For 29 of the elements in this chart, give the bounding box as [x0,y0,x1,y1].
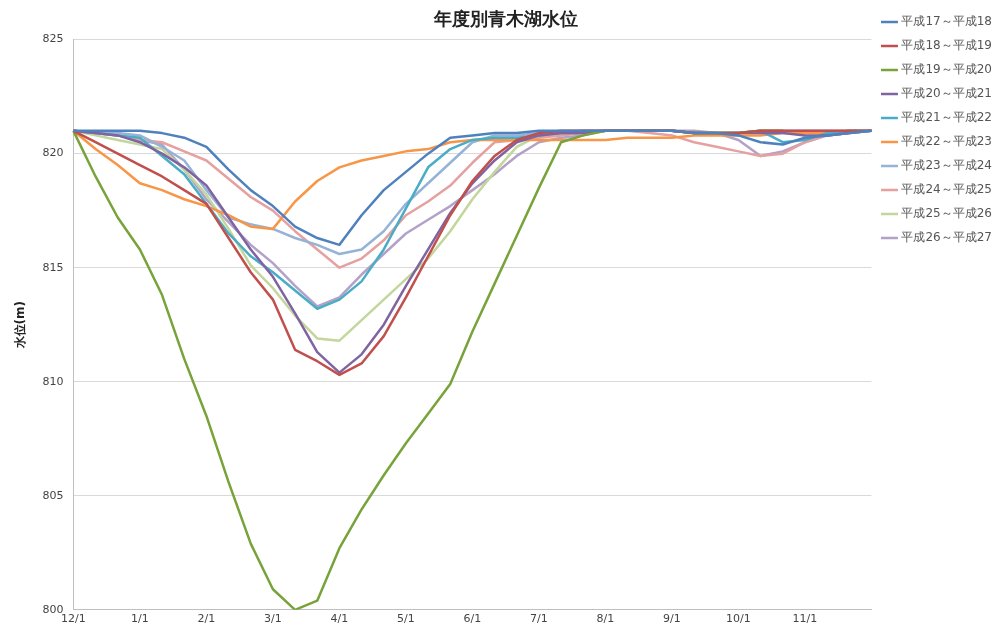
x-tick-label: 11/1 [792,612,818,626]
legend-label: 平成18～平成19 [901,38,993,53]
x-tick-label: 9/1 [663,612,681,626]
legend-label: 平成20～平成21 [901,86,993,101]
legend-label: 平成19～平成20 [901,62,993,77]
y-tick-label: 820 [42,146,64,160]
x-tick-label: 10/1 [726,612,751,626]
x-tick-label: 3/1 [264,612,282,626]
x-tick-label: 1/1 [131,612,149,626]
y-tick-label: 825 [42,32,64,46]
y-axis-title: 水位(m) [13,300,28,350]
x-tick-label: 8/1 [596,612,615,626]
x-tick-label: 6/1 [463,612,482,626]
y-tick-label: 815 [42,260,64,274]
y-tick-label: 805 [42,488,64,502]
x-tick-label: 2/1 [197,612,216,626]
legend-label: 平成25～平成26 [901,206,993,221]
legend-label: 平成21～平成22 [901,110,993,125]
x-tick-label: 4/1 [330,612,349,626]
x-tick-label: 7/1 [530,612,548,626]
legend-label: 平成24～平成25 [901,182,993,197]
x-tick-label: 5/1 [397,612,415,626]
legend-label: 平成17～平成18 [901,14,993,29]
chart-title: 年度別青木湖水位 [433,8,578,30]
x-tick-label: 12/1 [61,612,86,626]
legend-label: 平成23～平成24 [901,158,993,173]
y-tick-label: 810 [42,374,64,388]
legend-label: 平成26～平成27 [901,230,993,245]
legend-label: 平成22～平成23 [901,134,993,149]
